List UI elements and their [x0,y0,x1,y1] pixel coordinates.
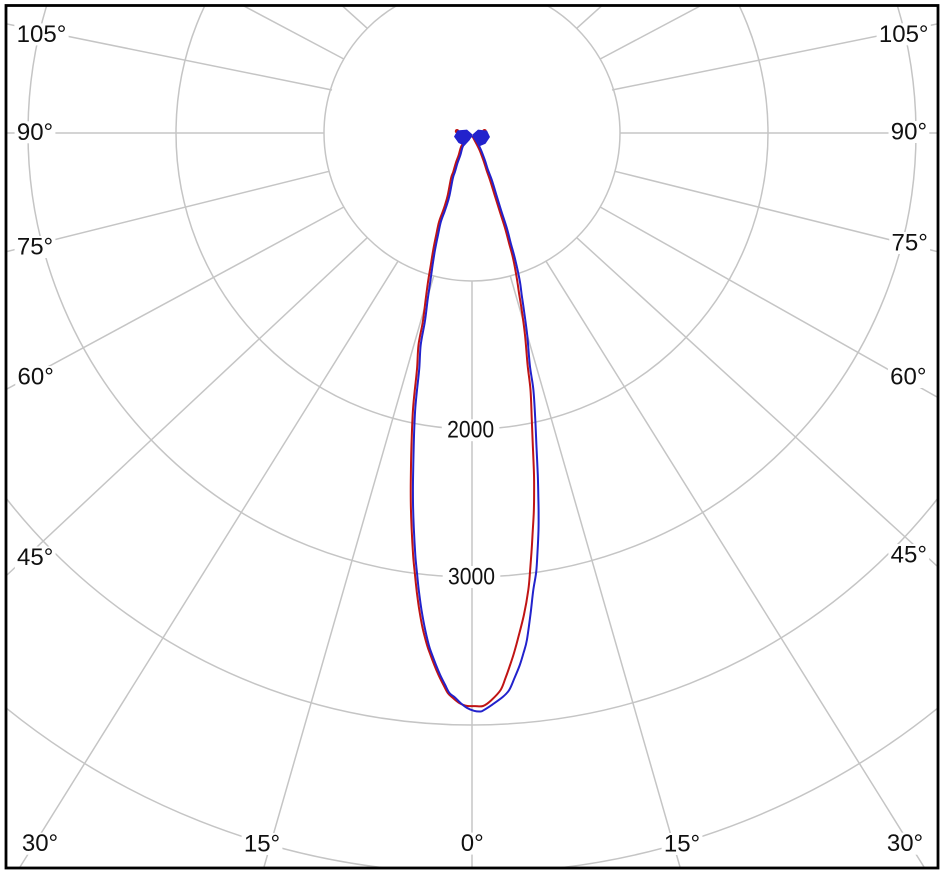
svg-text:105°: 105° [17,21,67,48]
svg-text:0°: 0° [461,830,484,857]
svg-text:90°: 90° [891,119,927,146]
svg-text:3000: 3000 [448,564,495,591]
svg-text:30°: 30° [22,830,58,857]
svg-text:2000: 2000 [447,417,494,444]
svg-text:45°: 45° [891,542,927,569]
svg-text:75°: 75° [892,230,928,257]
svg-text:105°: 105° [879,21,929,48]
svg-text:60°: 60° [18,364,54,391]
svg-text:15°: 15° [244,831,280,858]
svg-text:90°: 90° [17,119,53,146]
svg-text:45°: 45° [17,544,53,571]
svg-text:15°: 15° [664,831,700,858]
svg-text:60°: 60° [890,364,926,391]
svg-text:75°: 75° [17,234,53,261]
svg-text:30°: 30° [887,830,923,857]
